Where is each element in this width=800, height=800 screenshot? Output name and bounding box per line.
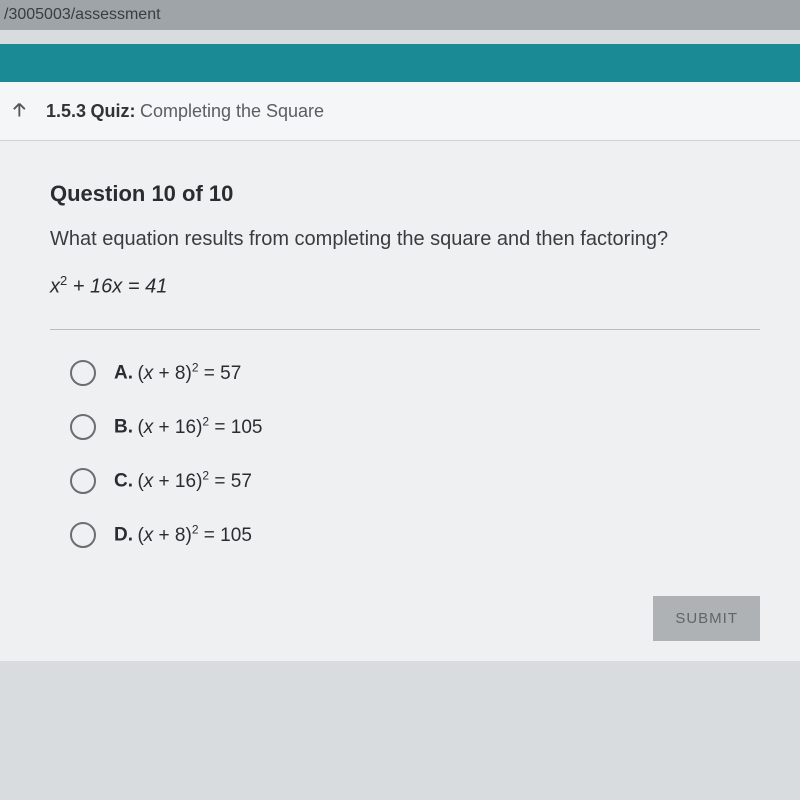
quiz-title: Completing the Square: [140, 101, 324, 121]
quiz-header: 1.5.3 Quiz: Completing the Square: [0, 82, 800, 141]
radio-icon[interactable]: [70, 468, 96, 494]
app-banner: [0, 44, 800, 82]
radio-icon[interactable]: [70, 522, 96, 548]
options-list: A. (x + 8)2 = 57 B. (x + 16)2 = 105 C. (…: [50, 360, 760, 548]
quiz-number: 1.5.3: [46, 101, 86, 121]
option-letter: B.: [114, 417, 133, 438]
radio-icon[interactable]: [70, 414, 96, 440]
option-letter: A.: [114, 363, 133, 384]
option-equation: (x + 16)2 = 105: [137, 417, 262, 438]
option-letter: C.: [114, 471, 133, 492]
option-c[interactable]: C. (x + 16)2 = 57: [70, 468, 760, 494]
url-bar: /3005003/assessment: [0, 0, 800, 30]
back-arrow-icon[interactable]: [12, 100, 34, 122]
question-counter: Question 10 of 10: [50, 181, 760, 207]
option-equation: (x + 8)2 = 57: [137, 363, 241, 384]
url-text: /3005003/assessment: [4, 6, 161, 23]
submit-button[interactable]: SUBMIT: [653, 596, 760, 641]
option-b[interactable]: B. (x + 16)2 = 105: [70, 414, 760, 440]
option-equation: (x + 16)2 = 57: [137, 471, 251, 492]
submit-row: SUBMIT: [50, 576, 760, 641]
quiz-label: Quiz:: [91, 101, 136, 121]
option-d[interactable]: D. (x + 8)2 = 105: [70, 522, 760, 548]
question-equation: x2 + 16x = 41: [50, 273, 760, 299]
radio-icon[interactable]: [70, 360, 96, 386]
question-prompt: What equation results from completing th…: [50, 225, 760, 253]
divider: [50, 329, 760, 330]
option-equation: (x + 8)2 = 105: [137, 525, 251, 546]
option-a[interactable]: A. (x + 8)2 = 57: [70, 360, 760, 386]
question-panel: Question 10 of 10 What equation results …: [0, 141, 800, 661]
option-letter: D.: [114, 525, 133, 546]
